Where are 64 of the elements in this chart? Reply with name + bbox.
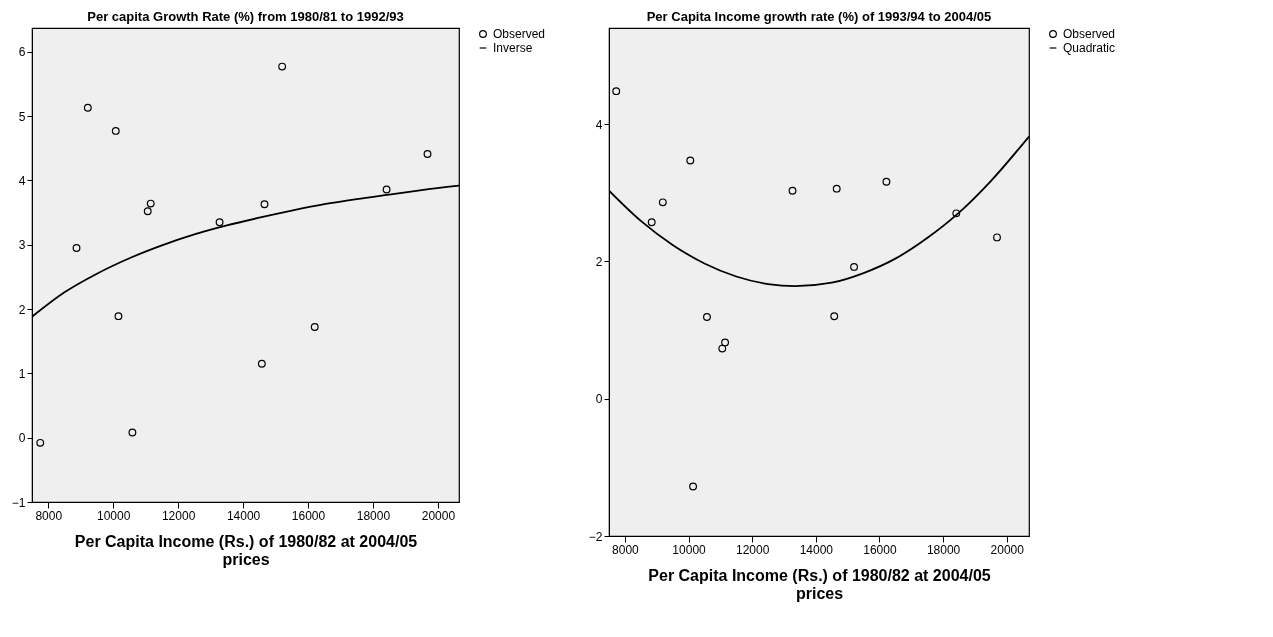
point	[952, 209, 961, 218]
y-tick-label: −1	[11, 495, 26, 510]
x-tick-label: 16000	[863, 542, 897, 557]
point	[146, 199, 155, 208]
point	[830, 312, 839, 321]
x-axis-title: Per Capita Income (Rs.) of 1980/82 at 2004/05 prices	[648, 566, 991, 602]
x-tick-label: 8000	[612, 542, 640, 557]
y-tick-label: 1	[18, 366, 26, 381]
y-tick-label: 2	[18, 302, 26, 317]
y-tick-label: 0	[18, 431, 26, 446]
x-tick-label: 10000	[672, 542, 707, 557]
y-tick-label: −2	[588, 529, 603, 544]
legend-label: Inverse	[493, 41, 533, 55]
y-tick-label: 4	[18, 173, 26, 188]
x-tick-label: 14000	[226, 508, 261, 523]
point	[703, 313, 711, 321]
point	[143, 207, 152, 216]
y-tick-label: 2	[595, 254, 603, 269]
point	[278, 62, 287, 71]
x-tick-label: 20000	[421, 508, 456, 523]
point	[882, 177, 891, 186]
point	[721, 338, 730, 347]
x-tick-label: 18000	[926, 542, 961, 557]
chart-title: Per Capita Income growth rate (%) of 1993/94 to 2004/05	[646, 9, 992, 24]
point	[257, 359, 266, 368]
point	[114, 312, 123, 321]
point	[423, 150, 432, 158]
point	[686, 156, 695, 165]
point	[310, 323, 319, 332]
point	[83, 103, 92, 112]
point	[128, 428, 137, 437]
point	[658, 198, 667, 207]
legend-label: Observed	[1063, 27, 1116, 41]
point	[850, 262, 859, 271]
x-tick-label: 16000	[291, 508, 326, 523]
y-tick-label: 3	[18, 238, 26, 253]
x-tick-label: 20000	[990, 542, 1025, 557]
x-tick-label: 12000	[735, 542, 770, 557]
y-tick-label: 0	[595, 392, 603, 407]
legend-label: Observed	[493, 27, 546, 41]
y-tick-label: 6	[18, 45, 26, 60]
x-tick-label: 14000	[799, 542, 834, 557]
point	[718, 344, 727, 353]
y-tick-label: 4	[595, 117, 603, 132]
point	[689, 482, 698, 491]
y-tick-label: 5	[18, 109, 26, 124]
point	[832, 184, 841, 193]
point	[612, 87, 621, 96]
legend-label: Quadratic	[1063, 41, 1116, 55]
x-tick-label: 10000	[96, 508, 131, 523]
point	[382, 185, 391, 194]
x-tick-label: 8000	[35, 508, 63, 523]
chart-title: Per capita Growth Rate (%) from 1980/81 to 1992/93	[87, 9, 404, 24]
x-tick-label: 18000	[356, 508, 391, 523]
point	[36, 438, 45, 447]
point	[647, 218, 656, 227]
point	[72, 244, 81, 252]
x-tick-label: 12000	[161, 508, 196, 523]
point	[111, 126, 120, 135]
x-axis-title: Per Capita Income (Rs.) of 1980/82 at 2004/05 prices	[74, 532, 418, 568]
point	[260, 200, 269, 209]
point	[215, 218, 224, 227]
point	[993, 233, 1001, 242]
point	[788, 186, 797, 195]
